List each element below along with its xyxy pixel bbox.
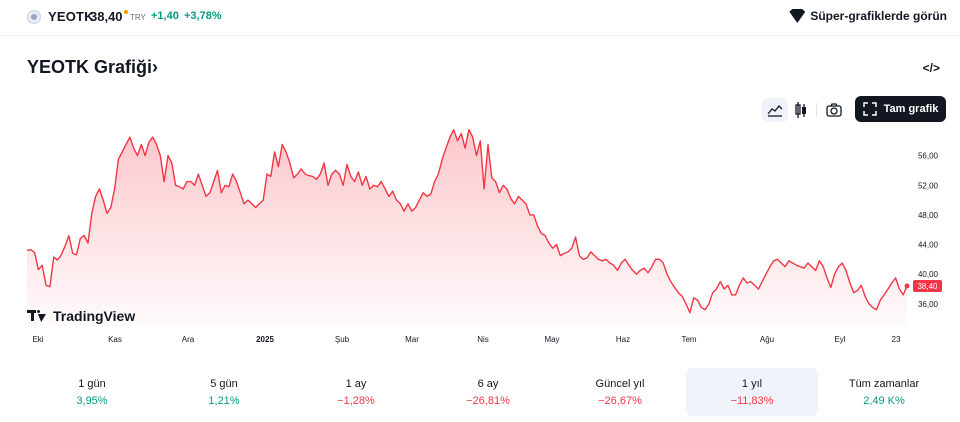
x-tick-label: Şub bbox=[335, 335, 350, 344]
candles-icon bbox=[795, 102, 806, 118]
y-tick-label: 40,00 bbox=[918, 270, 939, 279]
toolbar-divider bbox=[816, 103, 817, 117]
last-price-label: 38,40 bbox=[917, 282, 938, 291]
full-chart-button[interactable]: Tam grafik bbox=[855, 96, 946, 122]
x-tick-label: 23 bbox=[892, 335, 901, 344]
x-tick-label: Kas bbox=[108, 335, 122, 344]
price-area-fill bbox=[27, 129, 907, 326]
area-chart-button[interactable] bbox=[762, 98, 788, 122]
market-status-dot-icon bbox=[124, 10, 128, 14]
company-logo-icon bbox=[27, 10, 41, 24]
x-tick-label: Ağu bbox=[760, 335, 774, 344]
period-all[interactable]: Tüm zamanlar 2,49 K% bbox=[848, 378, 920, 407]
period-selector: 1 gün 3,95% 5 gün 1,21% 1 ay −1,28% 6 ay −26… bbox=[26, 368, 950, 416]
area-chart-icon bbox=[767, 105, 783, 117]
tradingview-mark-icon bbox=[27, 310, 47, 322]
currency-label: TRY bbox=[130, 13, 146, 22]
period-5d[interactable]: 5 gün 1,21% bbox=[208, 378, 240, 407]
x-tick-label: Mar bbox=[405, 335, 419, 344]
page-title-text: YEOTK Grafiği bbox=[27, 57, 153, 77]
page-title[interactable]: YEOTK Grafiği› bbox=[27, 57, 158, 78]
current-price: 38,40 bbox=[90, 9, 123, 24]
x-tick-label: 2025 bbox=[256, 335, 274, 344]
period-ytd[interactable]: Güncel yıl −26,67% bbox=[595, 378, 645, 407]
x-tick-label: Haz bbox=[616, 335, 630, 344]
full-chart-label: Tam grafik bbox=[883, 103, 939, 115]
x-tick-label: Eyl bbox=[834, 335, 845, 344]
x-tick-label: Eki bbox=[32, 335, 43, 344]
last-price-point bbox=[904, 283, 910, 289]
embed-code-icon[interactable]: </> bbox=[922, 61, 940, 75]
x-tick-label: May bbox=[544, 335, 559, 344]
tradingview-name: TradingView bbox=[53, 308, 136, 324]
period-1y[interactable]: 1 yıl −11,83% bbox=[686, 368, 818, 416]
x-tick-label: Nis bbox=[477, 335, 489, 344]
price-chart[interactable]: 56,00 52,00 48,00 44,00 40,00 36,00 38,40 Eki K… bbox=[0, 126, 960, 352]
price-series-line bbox=[26, 129, 908, 314]
title-chevron-icon: › bbox=[152, 57, 159, 77]
y-tick-label: 36,00 bbox=[918, 300, 939, 309]
price-change-percent: +3,78% bbox=[184, 10, 222, 22]
super-charts-link[interactable]: Süper-grafiklerde görün bbox=[789, 9, 947, 23]
snapshot-button[interactable] bbox=[821, 98, 847, 122]
period-1d[interactable]: 1 gün 3,95% bbox=[76, 378, 108, 407]
candles-button[interactable] bbox=[788, 98, 814, 122]
x-tick-label: Tem bbox=[681, 335, 696, 344]
y-tick-label: 52,00 bbox=[918, 181, 939, 190]
y-tick-label: 56,00 bbox=[918, 152, 939, 161]
y-tick-label: 48,00 bbox=[918, 211, 939, 220]
period-1m[interactable]: 1 ay −1,28% bbox=[337, 378, 375, 407]
price-change: +1,40 bbox=[151, 10, 179, 22]
symbol-name[interactable]: YEOTK bbox=[48, 9, 94, 24]
y-tick-label: 44,00 bbox=[918, 241, 939, 250]
period-6m[interactable]: 6 ay −26,81% bbox=[466, 378, 510, 407]
x-tick-label: Ara bbox=[182, 335, 195, 344]
super-charts-label: Süper-grafiklerde görün bbox=[810, 9, 947, 23]
last-price-badge bbox=[913, 280, 942, 292]
gem-icon bbox=[789, 9, 806, 23]
camera-icon bbox=[826, 103, 842, 117]
tradingview-logo[interactable]: TradingView bbox=[27, 308, 135, 324]
fullscreen-icon bbox=[862, 102, 877, 116]
symbol-header-bar: YEOTK 38,40 TRY +1,40 +3,78% Süper-grafi… bbox=[0, 0, 960, 36]
